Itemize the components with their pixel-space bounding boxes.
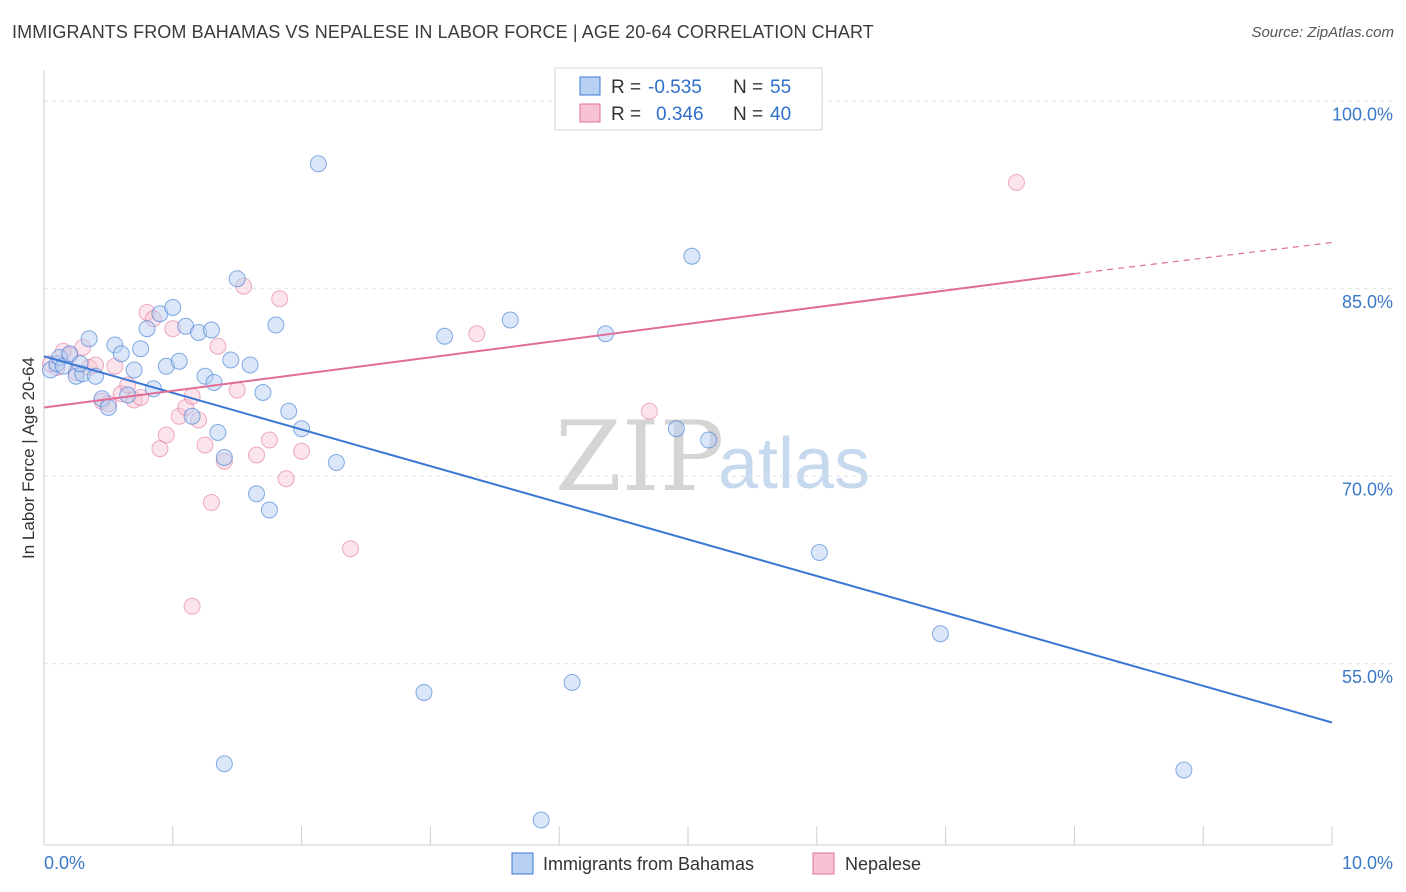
bahamas-point [436, 327, 454, 345]
stats-r-label-bahamas: R = [611, 77, 641, 98]
y-axis-tick-labels: 100.0% 85.0% 70.0% 55.0% [1332, 104, 1393, 687]
bahamas-point [222, 351, 240, 369]
bahamas-point [501, 311, 519, 329]
bahamas-point [1175, 761, 1193, 779]
nepalese-point [248, 446, 266, 464]
nepalese-point [293, 442, 311, 460]
bahamas-point [309, 155, 327, 173]
nepalese-point [183, 597, 201, 615]
x-tick-label-min: 0.0% [44, 853, 85, 873]
bahamas-point [700, 431, 718, 449]
stats-swatch-bahamas [579, 76, 601, 96]
stats-r-value-nepalese: 0.346 [656, 104, 704, 125]
bahamas-point [215, 755, 233, 773]
bahamas-point [71, 355, 89, 373]
bahamas-point [164, 299, 182, 316]
bahamas-point [667, 420, 685, 438]
nepalese-point [342, 540, 360, 558]
nepalese-point [271, 290, 289, 308]
stats-box: R = -0.535 N = 55 R = 0.346 N = 40 [554, 67, 823, 131]
nepalese-point [196, 436, 214, 454]
bahamas-point [415, 684, 433, 701]
y-tick-label: 85.0% [1342, 292, 1393, 312]
watermark-atlas: atlas [718, 424, 870, 504]
bahamas-point [683, 247, 701, 265]
nepalese-point [1007, 174, 1025, 191]
bahamas-point [125, 361, 143, 379]
x-tick-label-max: 10.0% [1342, 853, 1393, 873]
bahamas-point [132, 340, 150, 358]
bahamas-point [99, 399, 117, 416]
nepalese-point [640, 402, 658, 420]
bahamas-point [80, 330, 98, 348]
bahamas-point [61, 345, 79, 363]
stats-r-value-bahamas: -0.535 [648, 77, 702, 98]
nepalese-point [151, 440, 169, 458]
series-nepalese-points [41, 174, 1025, 615]
stats-n-value-nepalese: 40 [770, 104, 791, 125]
bahamas-point [280, 402, 298, 420]
stats-n-label-bahamas: N = [733, 77, 763, 98]
nepalese-point [202, 494, 220, 511]
watermark-zip: ZIP [555, 401, 724, 513]
grid-lines [44, 100, 1393, 665]
stats-r-label-nepalese: R = [611, 104, 641, 125]
nepalese-point [468, 325, 486, 343]
legend-label-bahamas: Immigrants from Bahamas [543, 854, 754, 874]
stats-n-label-nepalese: N = [733, 104, 763, 125]
y-tick-label: 55.0% [1342, 667, 1393, 687]
nepalese-point [277, 470, 295, 488]
chart-source: Source: ZipAtlas.com [1251, 24, 1394, 41]
bahamas-point [138, 320, 156, 338]
legend-swatch-nepalese [812, 852, 835, 875]
bahamas-point [170, 352, 188, 370]
bahamas-point [241, 356, 259, 374]
bahamas-trend-line [43, 355, 1333, 724]
stats-n-value-bahamas: 55 [770, 77, 791, 98]
legend-swatch-bahamas [511, 852, 534, 875]
nepalese-trend-line [43, 272, 1075, 409]
nepalese-trend-extension [1074, 241, 1333, 275]
bahamas-point [183, 407, 201, 425]
chart-title: IMMIGRANTS FROM BAHAMAS VS NEPALESE IN L… [12, 22, 874, 42]
legend: Immigrants from Bahamas Nepalese [511, 852, 921, 875]
bahamas-point [112, 345, 130, 363]
y-axis-label: In Labor Force | Age 20-64 [19, 357, 38, 559]
bahamas-point [267, 316, 285, 334]
bahamas-point [215, 449, 233, 466]
bahamas-point [563, 674, 581, 691]
series-bahamas-points [41, 155, 1193, 829]
y-tick-label: 70.0% [1342, 479, 1393, 499]
y-tick-label: 100.0% [1332, 104, 1393, 124]
nepalese-point [228, 381, 246, 399]
bahamas-point [202, 321, 220, 339]
legend-label-nepalese: Nepalese [845, 854, 921, 874]
bahamas-point [931, 625, 949, 643]
stats-swatch-nepalese [579, 103, 601, 123]
bahamas-point [209, 424, 227, 441]
bahamas-point [248, 485, 266, 503]
trend-lines [43, 241, 1333, 724]
nepalese-point [157, 426, 175, 444]
x-axis-ticks [43, 826, 1333, 845]
nepalese-point [260, 431, 278, 449]
bahamas-point [228, 270, 246, 288]
bahamas-point [327, 454, 345, 471]
bahamas-point [810, 544, 828, 561]
bahamas-point [205, 374, 223, 391]
bahamas-point [254, 384, 272, 401]
nepalese-point [209, 337, 227, 355]
bahamas-point [532, 811, 550, 829]
bahamas-point [260, 501, 278, 519]
